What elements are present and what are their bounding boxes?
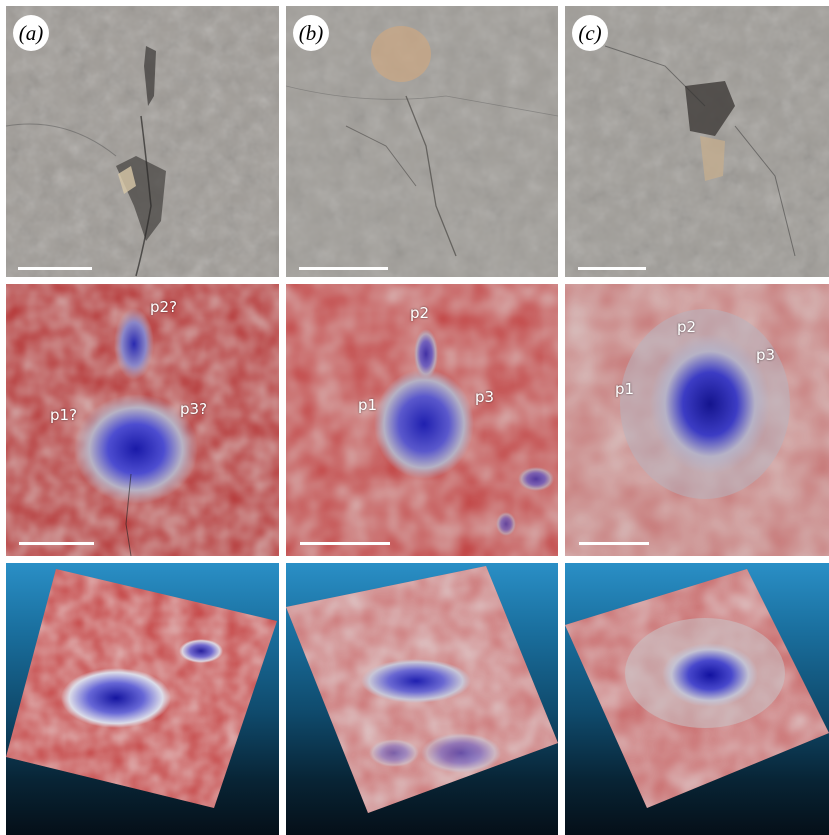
photo-panel-b: (b) bbox=[286, 6, 558, 277]
photo-panel-a: (a) bbox=[6, 6, 279, 277]
depth-map-panel-c: p2 p1 p3 bbox=[565, 284, 829, 556]
point-label: p3 bbox=[475, 388, 495, 406]
scale-bar bbox=[578, 267, 646, 270]
point-label: p3 bbox=[756, 346, 776, 364]
3d-render-panel-b bbox=[286, 563, 558, 835]
point-label: p1 bbox=[615, 380, 635, 398]
panel-label-b: (b) bbox=[293, 15, 329, 51]
point-label: p3? bbox=[180, 400, 208, 418]
3d-render-panel-c bbox=[565, 563, 829, 835]
point-label: p2 bbox=[410, 304, 430, 322]
panel-label-a: (a) bbox=[13, 15, 49, 51]
point-label: p1? bbox=[50, 406, 78, 424]
3d-render-panel-a bbox=[6, 563, 279, 835]
depth-map-panel-b: p2 p1 p3 bbox=[286, 284, 558, 556]
point-label: p2 bbox=[677, 318, 697, 336]
scale-bar bbox=[299, 267, 388, 270]
scale-bar bbox=[18, 267, 92, 270]
point-label: p1 bbox=[358, 396, 378, 414]
depth-map-panel-a: p2? p1? p3? bbox=[6, 284, 279, 556]
scale-bar bbox=[579, 542, 649, 545]
panel-label-c: (c) bbox=[572, 15, 608, 51]
photo-panel-c: (c) bbox=[565, 6, 829, 277]
scale-bar bbox=[19, 542, 94, 545]
point-label: p2? bbox=[150, 298, 178, 316]
scale-bar bbox=[300, 542, 390, 545]
